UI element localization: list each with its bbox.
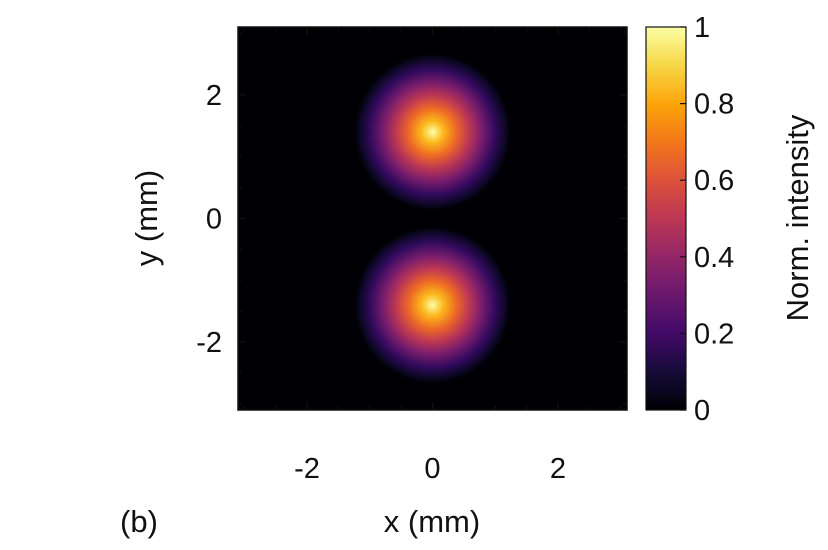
- x-tick-label: -2: [294, 453, 320, 485]
- x-axis-label: x (mm): [384, 504, 480, 539]
- colorbar-label: Norm. intensity: [780, 114, 815, 321]
- colorbar-tick-label: 0.6: [694, 165, 734, 197]
- y-axis-label: y (mm): [129, 170, 164, 266]
- x-axis-ticks: -2 0 2: [243, 27, 622, 485]
- colorbar-tick-label: 0.8: [694, 89, 734, 121]
- y-tick-label: -2: [196, 327, 222, 359]
- colorbar: 1 0.8 0.6 0.4 0.2 0 Norm. intensity: [645, 12, 815, 427]
- colorbar-ticks: 1 0.8 0.6 0.4 0.2 0: [680, 12, 734, 427]
- colorbar-tick-label: 0.2: [694, 318, 734, 350]
- intensity-spot-1: [352, 52, 513, 213]
- colorbar-tick-label: 0: [694, 395, 710, 427]
- colorbar-tick-label: 0.4: [694, 242, 734, 274]
- colorbar-gradient: [645, 26, 687, 411]
- intensity-spot-2: [352, 224, 513, 385]
- panel-label: (b): [120, 504, 158, 539]
- intensity-spots: [352, 52, 513, 385]
- colorbar-tick-label: 1: [694, 12, 710, 44]
- x-tick-label: 0: [424, 453, 440, 485]
- x-tick-label: 2: [550, 453, 566, 485]
- y-axis-ticks: 2 0 -2: [196, 32, 627, 405]
- y-tick-label: 0: [206, 204, 222, 236]
- heatmap-plot: -2 0 2 2 0 -2: [196, 26, 628, 485]
- y-tick-label: 2: [206, 80, 222, 112]
